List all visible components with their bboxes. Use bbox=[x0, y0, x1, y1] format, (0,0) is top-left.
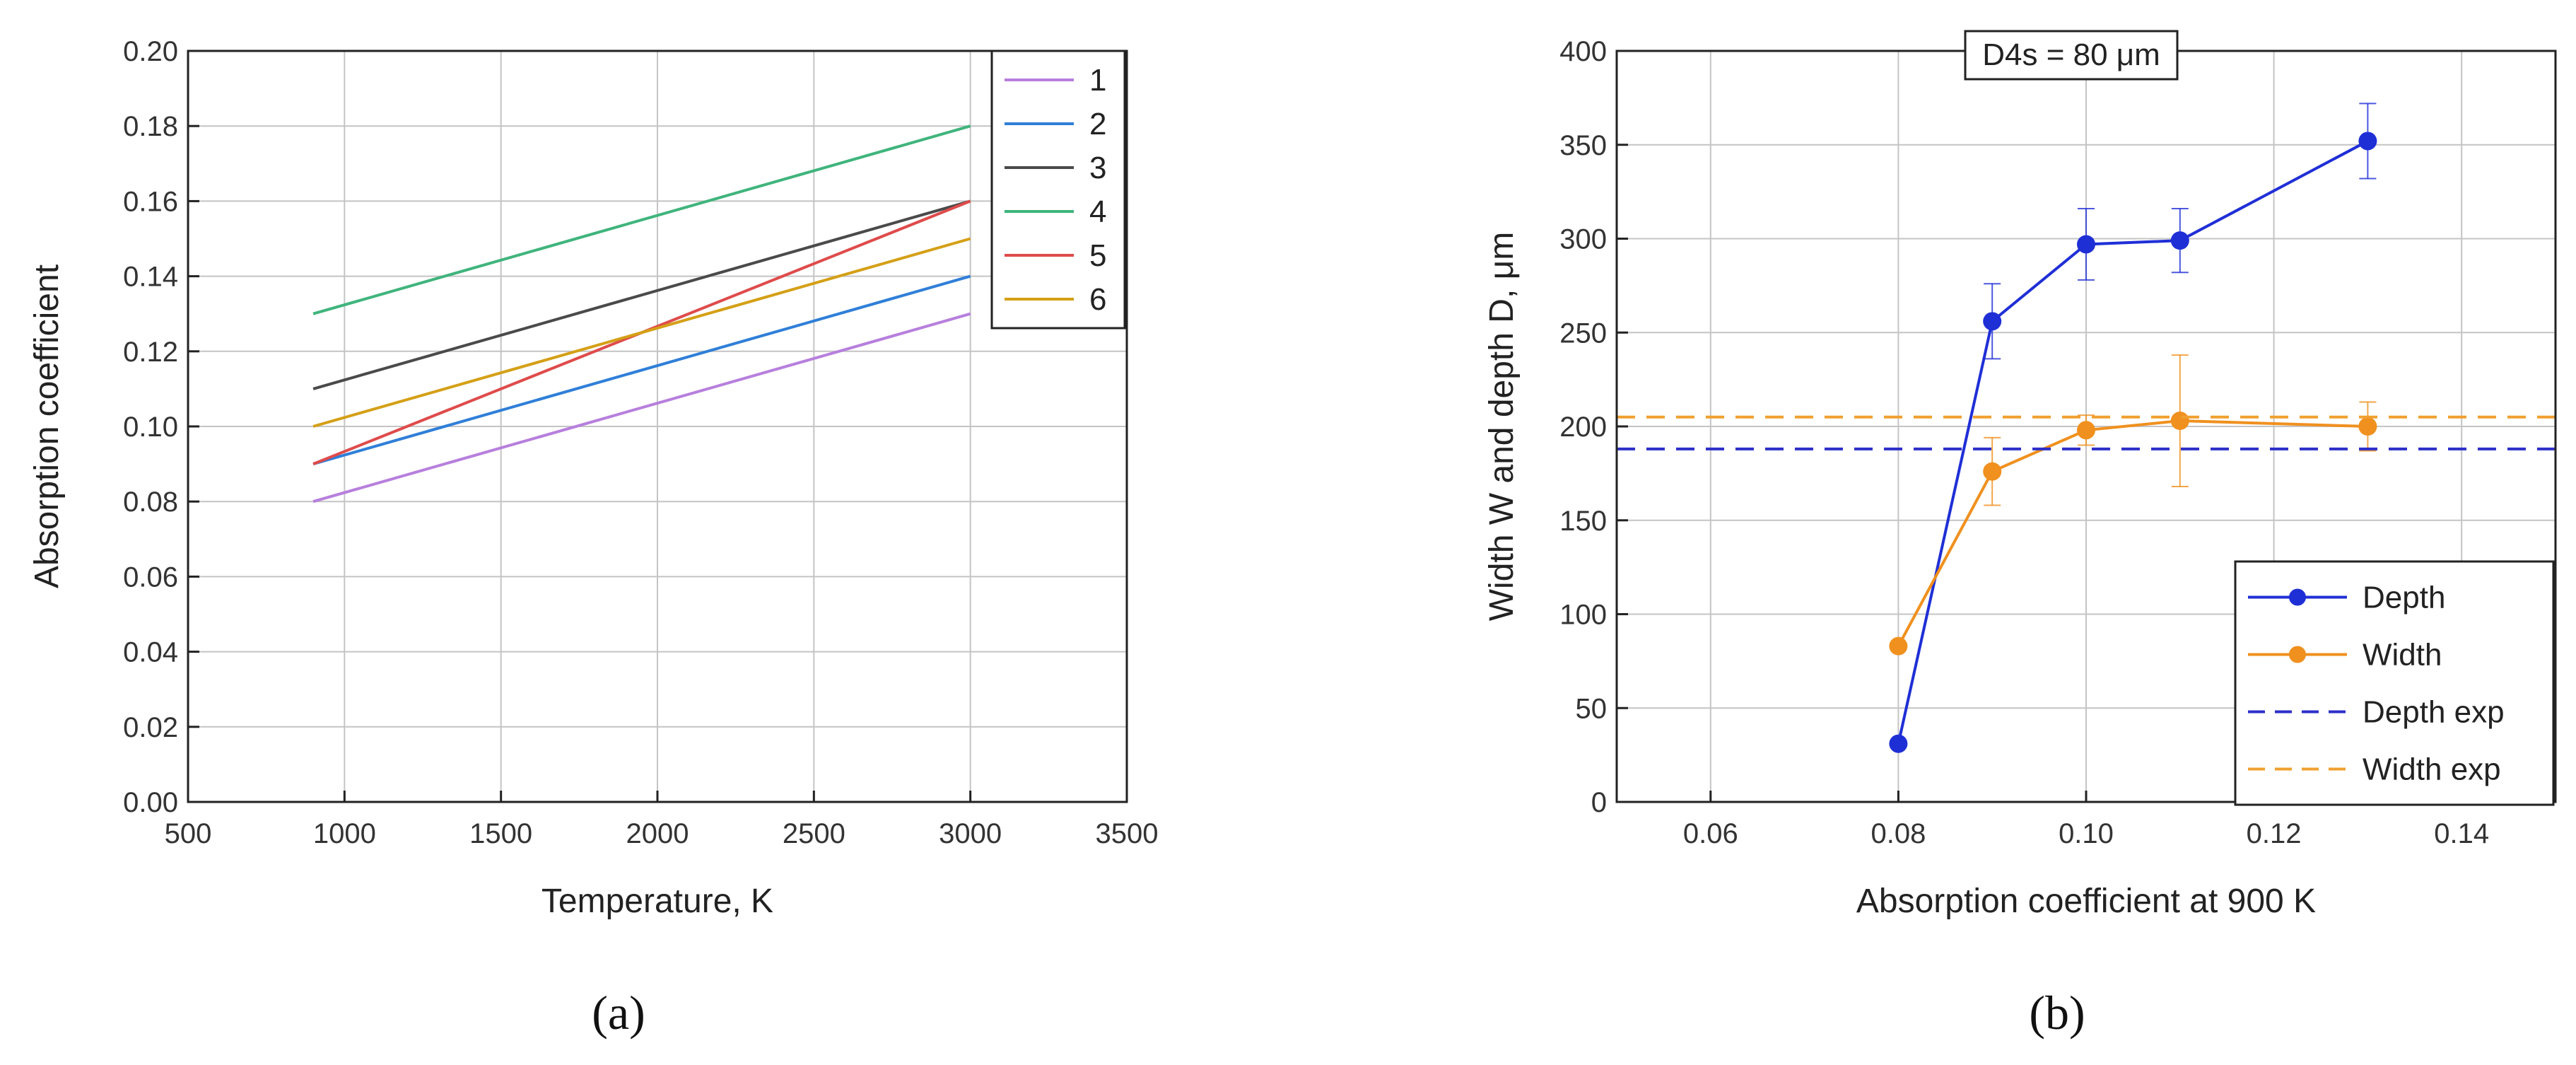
series-6-line bbox=[312, 237, 971, 428]
y-tick-label: 0.10 bbox=[123, 412, 178, 443]
legend-b: Depth Width Depth exp Width exp bbox=[2234, 560, 2555, 806]
y-tick-label: 100 bbox=[1559, 600, 1607, 631]
legend-label: Width bbox=[2363, 638, 2442, 673]
y-tick-label: 400 bbox=[1559, 36, 1607, 67]
x-tick-label: 0.10 bbox=[2059, 818, 2114, 849]
x-ticks-a: 500 1000 1500 2000 2500 3000 3500 bbox=[165, 791, 1159, 849]
series-1-line bbox=[312, 312, 971, 504]
panel-label-a: (a) bbox=[592, 986, 645, 1040]
x-tick-label: 3000 bbox=[939, 818, 1002, 849]
y-tick-label: 0.08 bbox=[123, 487, 178, 518]
y-tick-label: 150 bbox=[1559, 506, 1607, 537]
y-tick-label: 0.00 bbox=[123, 787, 178, 818]
series-depth-point bbox=[1983, 312, 2002, 331]
y-tick-label: 0.20 bbox=[123, 36, 178, 67]
x-tick-label: 1500 bbox=[469, 818, 532, 849]
series-4-line bbox=[312, 124, 971, 315]
legend-label: 4 bbox=[1089, 194, 1106, 229]
chart-title-b: D4s = 80 μm bbox=[1982, 37, 2160, 72]
x-tick-label: 0.06 bbox=[1683, 818, 1738, 849]
chart-panel-a: 500 1000 1500 2000 2500 3000 3500 0.00 0.02 0.04… bbox=[28, 36, 1158, 1040]
y-tick-label: 0.14 bbox=[123, 262, 178, 293]
y-tick-label: 0.18 bbox=[123, 111, 178, 142]
x-tick-label: 3500 bbox=[1096, 818, 1159, 849]
chart-title-box-b: D4s = 80 μm bbox=[1964, 30, 2179, 81]
legend-label: 3 bbox=[1089, 151, 1106, 185]
series-depth-point bbox=[2358, 132, 2377, 151]
y-tick-label: 0.04 bbox=[123, 637, 178, 668]
series-2-line bbox=[312, 274, 971, 466]
series-depth-point bbox=[2170, 231, 2189, 250]
x-tick-label: 1000 bbox=[313, 818, 376, 849]
x-tick-label: 0.14 bbox=[2434, 818, 2489, 849]
y-tick-label: 0.12 bbox=[123, 337, 178, 368]
y-tick-label: 0.06 bbox=[123, 561, 178, 593]
y-tick-label: 0.16 bbox=[123, 186, 178, 217]
x-ticks-b: 0.06 0.08 0.10 0.12 0.14 bbox=[1683, 791, 2489, 849]
legend-label: Width exp bbox=[2363, 752, 2501, 787]
series-width-point bbox=[2077, 421, 2095, 440]
y-ticks-a: 0.00 0.02 0.04 0.06 0.08 0.10 0.12 0.14 0.16 0.18… bbox=[123, 36, 199, 818]
legend-label: Depth exp bbox=[2363, 695, 2505, 730]
legend-label: 6 bbox=[1089, 282, 1106, 317]
legend-label: Depth bbox=[2363, 581, 2445, 615]
y-axis-title-b: Width W and depth D, μm bbox=[1483, 232, 1521, 622]
legend-label: 1 bbox=[1089, 63, 1106, 98]
x-tick-label: 0.12 bbox=[2247, 818, 2302, 849]
series-group-a bbox=[312, 124, 971, 504]
panel-label-b: (b) bbox=[2029, 986, 2085, 1040]
y-ticks-b: 0 50 100 150 200 250 300 350 400 bbox=[1559, 36, 1628, 818]
series-group-b bbox=[1617, 103, 2555, 753]
series-depth-point bbox=[1889, 734, 1908, 753]
series-width-point bbox=[1889, 636, 1908, 656]
x-tick-label: 2000 bbox=[626, 818, 689, 849]
chart-panel-b: 0.06 0.08 0.10 0.12 0.14 0 50 100 150 200 250 300 3… bbox=[1483, 30, 2557, 1040]
legend-label: 2 bbox=[1089, 107, 1106, 141]
x-tick-label: 0.08 bbox=[1870, 818, 1926, 849]
y-tick-label: 50 bbox=[1576, 693, 1608, 724]
y-tick-label: 250 bbox=[1559, 318, 1607, 349]
x-axis-title-b: Absorption coefficient at 900 K bbox=[1856, 883, 2316, 920]
series-width-point bbox=[2358, 417, 2377, 436]
series-depth-point bbox=[2077, 235, 2095, 254]
x-tick-label: 2500 bbox=[783, 818, 845, 849]
y-tick-label: 0 bbox=[1591, 787, 1607, 818]
y-axis-title-a: Absorption coefficient bbox=[28, 264, 66, 588]
legend-a: 1 2 3 4 5 6 bbox=[990, 50, 1126, 330]
legend-marker bbox=[2289, 646, 2306, 663]
x-tick-label: 500 bbox=[165, 818, 212, 849]
legend-frame bbox=[2234, 560, 2555, 806]
series-width-point bbox=[2170, 412, 2189, 431]
y-tick-label: 300 bbox=[1559, 224, 1607, 255]
y-tick-label: 0.02 bbox=[123, 712, 178, 743]
legend-frame bbox=[990, 50, 1126, 330]
y-tick-label: 350 bbox=[1559, 130, 1607, 161]
legend-label: 5 bbox=[1089, 238, 1106, 273]
series-width-point bbox=[1983, 462, 2002, 481]
x-axis-title-a: Temperature, K bbox=[541, 883, 773, 920]
series-3-line bbox=[312, 199, 971, 390]
y-tick-label: 200 bbox=[1559, 412, 1607, 443]
legend-marker bbox=[2289, 588, 2306, 606]
